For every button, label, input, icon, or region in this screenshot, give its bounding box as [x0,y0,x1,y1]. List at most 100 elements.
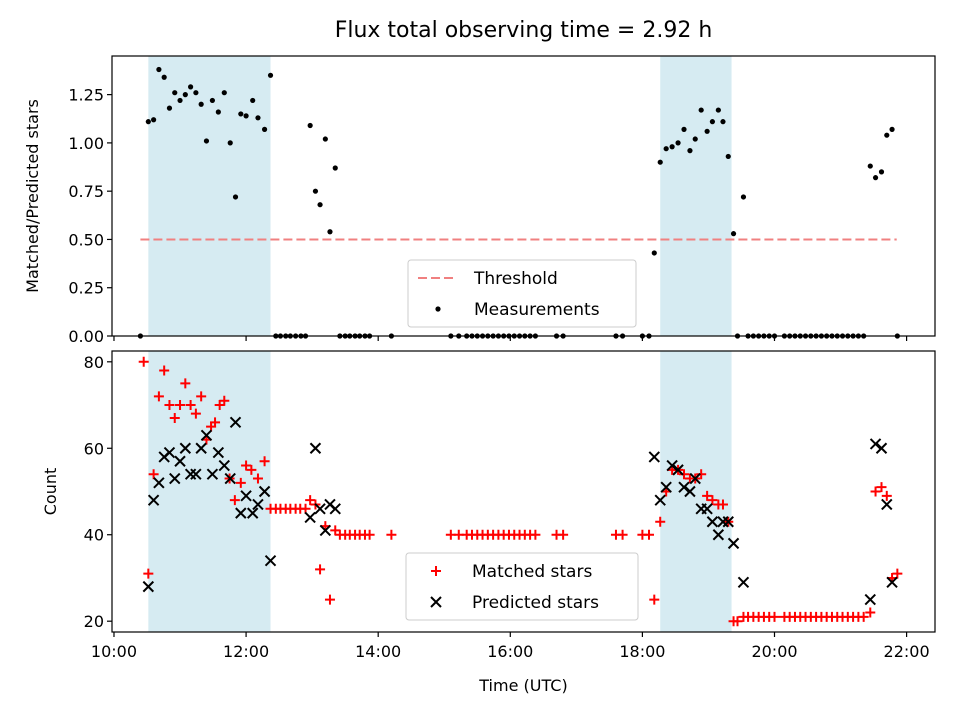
matched-star-point [246,464,257,475]
measurement-point [663,146,669,152]
measurement-point [740,194,747,200]
legend-box [407,259,637,328]
legend-label: Predicted stars [472,593,599,613]
top-panel: 0.00 0.25 0.50 0.75 1.00 1.25 Matched/Predicte… [23,55,936,346]
measurement-point [307,122,313,129]
measurement-point [657,159,663,165]
observing-interval [148,351,271,632]
matched-star-point [679,469,690,480]
matched-star-point [717,499,728,510]
matched-star-point [153,391,164,402]
measurement-point [172,90,178,96]
predicted-star-point [712,529,725,541]
predicted-star-point [246,507,259,519]
matched-star-point [707,495,718,506]
predicted-star-point [701,503,713,515]
matched-star-point [305,495,316,506]
legend-label: Matched stars [472,562,592,582]
matched-star-point [558,529,569,540]
predicted-star-point [174,455,186,467]
measurement-point [698,107,704,113]
matched-star-point [876,482,887,493]
measurement-point [145,119,151,125]
bottom-panel: 20 40 60 80 10:00 12:00 14:00 16:00 18:00 20:00 22… [41,350,936,695]
matched-star-point [235,477,246,488]
measurement-point [151,117,157,123]
legend-label: Measurements [474,300,600,320]
y-tick-label: 20 [84,612,104,631]
measurement-point [715,107,721,113]
measurement-point [267,72,274,78]
measurement-point [261,126,268,132]
x-tick-label: 18:00 [619,642,665,661]
measurement-point [209,97,215,104]
x-axis-label: Time (UTC) [478,676,567,695]
x-tick-label: 20:00 [751,642,797,661]
x-tick-label: 10:00 [91,642,137,661]
predicted-star-point [169,472,181,485]
matched-star-point [252,473,263,484]
predicted-star-point [672,464,684,476]
measurement-point [312,188,319,194]
measurement-point [166,105,173,111]
measurement-point [243,113,249,119]
measurement-point [675,140,681,146]
measurement-point [889,126,895,132]
matched-star-point [386,529,397,540]
predicted-star-point [684,485,696,498]
y-axis-label: Count [41,468,60,516]
x-tick-label: 16:00 [487,642,533,661]
matched-star-point [190,408,201,419]
predicted-star-point [886,576,898,588]
predicted-star-point [212,446,225,459]
measurement-point [177,97,183,104]
y-tick-label: 60 [84,439,104,458]
observing-interval [660,351,732,632]
predicted-star-point [654,494,666,506]
matched-star-point [324,594,335,605]
measurement-point [878,169,885,175]
legend-box [405,552,639,621]
predicted-star-point [648,451,660,463]
measurement-point [720,119,726,125]
predicted-star-point [864,593,876,606]
predicted-star-point [163,446,176,459]
measurement-point [317,202,323,208]
legend-measurement-swatch [435,306,441,312]
measurement-point [221,90,227,96]
measurement-point [327,229,333,235]
y-tick-label: 0.75 [68,182,104,201]
predicted-star-point [179,442,192,454]
predicted-star-point [314,503,326,515]
measurement-point [188,84,194,90]
measurement-point [250,97,256,104]
predicted-star-point [190,468,202,480]
y-tick-label: 1.25 [68,86,104,105]
matched-star-point [858,611,869,622]
predicted-star-point [722,516,734,528]
matched-star-point [164,400,175,411]
bottom-axes-frame [111,350,936,633]
matched-star-point [169,413,180,424]
predicted-star-point [869,438,882,450]
predicted-star-point [240,490,252,502]
matched-star-point [870,486,881,497]
predicted-star-point [319,524,332,537]
bottom-legend: Matched stars Predicted stars [405,552,639,621]
chart-title: Flux total observing time = 2.92 h [334,18,713,43]
measurement-point [238,111,244,117]
matched-star-point [769,611,780,622]
x-tick-label: 12:00 [223,642,269,661]
measurement-point [725,153,731,160]
measurement-point [332,165,338,171]
y-tick-label: 0.50 [68,230,104,249]
y-tick-label: 40 [84,526,104,545]
predicted-star-point [737,576,750,588]
matched-star-point [702,490,713,501]
predicted-star-point [660,481,672,493]
measurement-point [730,231,737,237]
matched-star-point [315,564,326,575]
top-legend: Threshold Measurements [407,259,637,328]
